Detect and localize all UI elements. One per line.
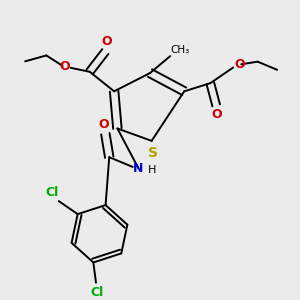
Text: O: O bbox=[212, 108, 223, 121]
Text: O: O bbox=[234, 58, 245, 71]
Text: Cl: Cl bbox=[45, 187, 58, 200]
Text: S: S bbox=[148, 146, 158, 160]
Text: N: N bbox=[132, 162, 143, 175]
Text: CH₃: CH₃ bbox=[170, 45, 190, 55]
Text: O: O bbox=[60, 60, 70, 73]
Text: H: H bbox=[147, 165, 156, 175]
Text: Cl: Cl bbox=[90, 286, 104, 299]
Text: O: O bbox=[101, 35, 112, 48]
Text: O: O bbox=[98, 118, 109, 131]
